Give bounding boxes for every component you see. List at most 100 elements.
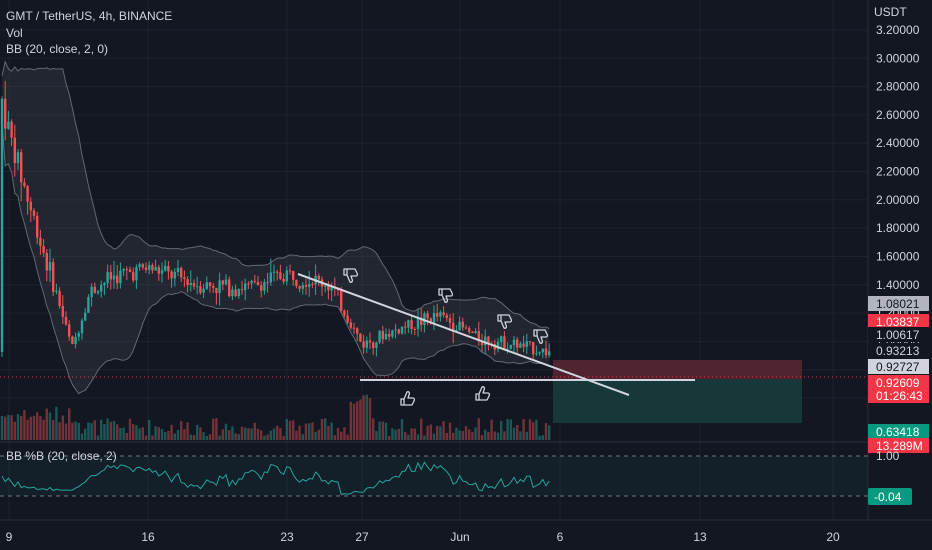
candle-body — [532, 342, 535, 355]
volume-bar — [87, 422, 90, 440]
volume-bar — [541, 435, 544, 440]
candle-body — [298, 285, 301, 289]
volume-bar — [509, 419, 512, 440]
volume-bar — [42, 419, 45, 440]
volume-bar — [36, 412, 39, 440]
volume-bar — [432, 433, 436, 440]
volume-bar — [381, 421, 384, 440]
volume-bar — [519, 431, 522, 440]
candle-body — [356, 328, 359, 334]
candle-body — [448, 318, 452, 323]
time-tick-label: 6 — [557, 530, 564, 544]
candle-body — [288, 270, 292, 272]
price-badge-label: 0.93213 — [876, 344, 920, 358]
candle-body — [7, 121, 10, 129]
volume-bar — [410, 428, 413, 440]
candle-body — [141, 264, 144, 268]
price-tick-label: 2.40000 — [876, 136, 920, 150]
candle-body — [96, 291, 100, 293]
candle-body — [109, 272, 112, 280]
candle-body — [461, 321, 464, 328]
volume-bar — [468, 429, 471, 440]
volume-bar — [269, 430, 272, 440]
volume-bar — [148, 419, 151, 440]
time-tick-label: 13 — [693, 530, 707, 544]
volume-bar — [23, 410, 26, 440]
volume-bar — [13, 421, 16, 440]
volume-bar — [317, 429, 320, 440]
volume-bar — [461, 430, 464, 440]
volume-legend[interactable]: Vol — [6, 26, 23, 40]
candle-body — [212, 286, 215, 288]
volume-bar — [183, 429, 186, 440]
price-badge-label: 0.92609 — [876, 376, 920, 390]
thumbs-down-icon[interactable] — [343, 268, 359, 283]
candle-body — [202, 288, 205, 293]
bbpct-current-label: -0.04 — [874, 490, 902, 504]
stop-zone[interactable] — [553, 360, 802, 379]
candle-body — [125, 268, 128, 270]
candle-body — [503, 336, 506, 350]
candle-body — [317, 275, 320, 280]
volume-bar — [45, 408, 48, 440]
candle-body — [205, 282, 208, 289]
bb-legend[interactable]: BB (20, close, 2, 0) — [6, 42, 109, 56]
symbol-title[interactable]: GMT / TetherUS, 4h, BINANCE — [6, 9, 173, 23]
candle-body — [413, 329, 416, 331]
volume-bar — [544, 423, 548, 440]
candle-body — [304, 285, 308, 287]
volume-bar — [365, 394, 368, 440]
candle-body — [10, 121, 13, 138]
candle-body — [119, 270, 122, 284]
candle-body — [468, 328, 471, 332]
volume-bar — [71, 422, 74, 440]
thumbs-up-icon[interactable] — [475, 386, 491, 401]
volume-bar — [16, 414, 20, 440]
thumbs-down-icon[interactable] — [533, 329, 549, 344]
volume-bar — [106, 418, 109, 440]
thumbs-down-icon[interactable] — [438, 288, 454, 303]
candle-body — [538, 352, 541, 354]
candle-body — [87, 297, 90, 313]
candle-body — [186, 279, 189, 286]
candle-body — [375, 342, 378, 349]
volume-bar — [311, 422, 314, 440]
thumbs-down-icon[interactable] — [497, 314, 513, 329]
bbpct-fill — [0, 456, 868, 496]
candle-body — [487, 336, 490, 344]
volume-bar — [10, 415, 13, 440]
thumbs-up-icon[interactable] — [400, 391, 416, 406]
volume-bar — [416, 434, 420, 440]
candle-body — [525, 341, 528, 347]
bbpct-legend[interactable]: BB %B (20, close, 2) — [6, 449, 117, 463]
candle-body — [311, 283, 314, 285]
price-badge — [868, 375, 929, 390]
volume-bar — [349, 401, 352, 440]
volume-bar — [90, 423, 93, 440]
volume-bar — [429, 424, 432, 440]
volume-bar — [228, 430, 231, 440]
candle-body — [228, 279, 231, 297]
volume-bar — [535, 419, 538, 440]
price-tick-label: 1.40000 — [876, 278, 920, 292]
candle-body — [100, 285, 103, 292]
volume-bar — [292, 420, 295, 440]
price-badge — [868, 343, 929, 358]
candle-body — [103, 283, 106, 286]
candle-body — [279, 272, 282, 279]
candle-body — [180, 267, 183, 278]
descending-trendline[interactable] — [297, 273, 630, 396]
volume-bar — [151, 435, 154, 440]
target-zone[interactable] — [553, 379, 802, 423]
candle-body — [71, 336, 74, 345]
candle-body — [112, 275, 116, 280]
risk-reward-tool[interactable] — [553, 360, 802, 423]
candle-body — [167, 266, 170, 272]
time-axis[interactable]: 9 16 23 27 Jun 6 13 20 — [6, 530, 840, 544]
volume-bar — [452, 432, 455, 440]
candle-body — [122, 268, 125, 271]
volume-bar — [455, 427, 458, 440]
volume-bar — [436, 425, 439, 440]
volume-bar — [247, 428, 250, 440]
